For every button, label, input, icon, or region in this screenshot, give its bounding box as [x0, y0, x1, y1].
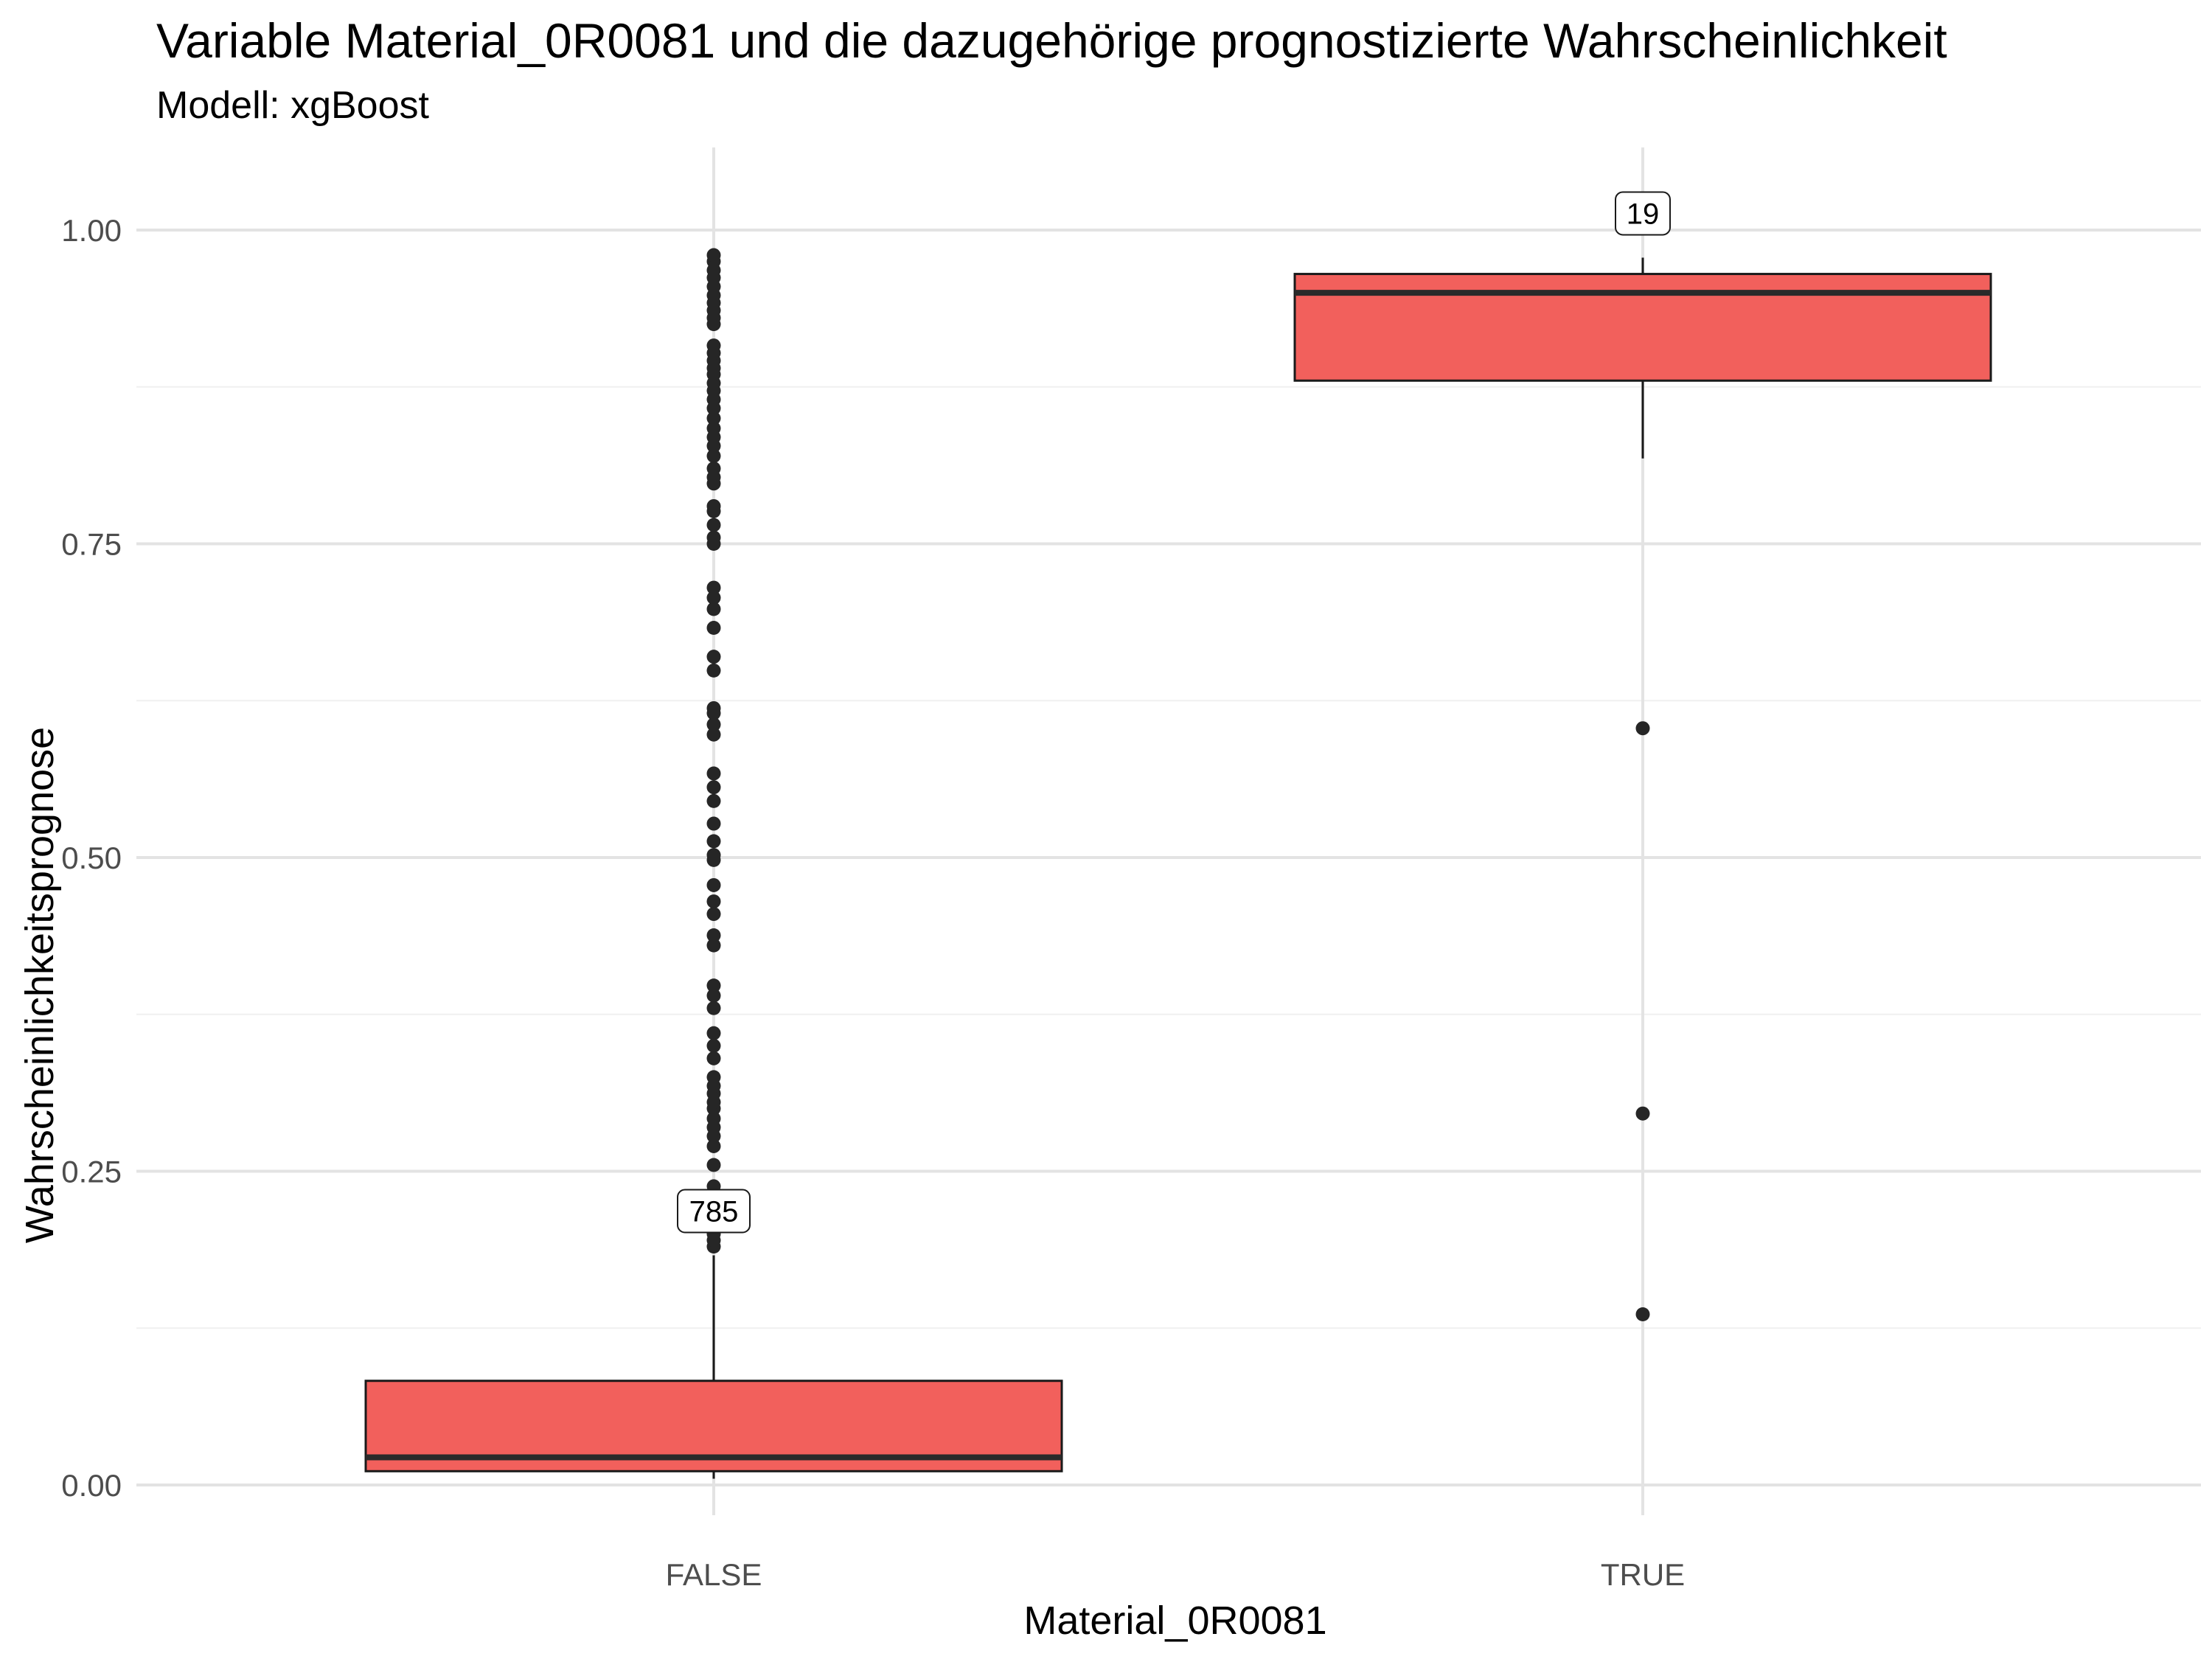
- outlier-point: [706, 848, 721, 863]
- y-tick-label: 0.75: [61, 527, 122, 562]
- outlier-point: [706, 727, 721, 742]
- outlier-point: [706, 1138, 721, 1153]
- outlier-point: [1635, 721, 1650, 736]
- outlier-point: [706, 518, 721, 532]
- count-label-text: 19: [1627, 198, 1660, 230]
- outlier-point: [706, 1158, 721, 1172]
- outlier-point: [706, 580, 721, 595]
- box-true: 19: [1293, 191, 1992, 1322]
- outlier-point: [706, 700, 721, 715]
- outlier-point: [706, 717, 721, 732]
- outlier-point: [706, 894, 721, 909]
- outlier-point: [706, 793, 721, 808]
- box-false: 785: [364, 248, 1063, 1479]
- outlier-point: [706, 816, 721, 831]
- outlier-point: [706, 978, 721, 993]
- outlier-point: [706, 650, 721, 664]
- y-tick-label: 0.00: [61, 1468, 122, 1503]
- outlier-point: [706, 338, 721, 353]
- y-tick-labels: 0.00 0.25 0.50 0.75 1.00: [61, 213, 122, 1503]
- outlier-point: [706, 877, 721, 892]
- outlier-point: [706, 988, 721, 1003]
- outlier-point: [706, 621, 721, 636]
- outlier-point: [1635, 1307, 1650, 1322]
- y-axis-title: Wahrscheinlichkeitsprognose: [18, 727, 62, 1243]
- outlier-point: [706, 938, 721, 953]
- outlier-point: [706, 1111, 721, 1126]
- outlier-point: [706, 1051, 721, 1065]
- outlier-point: [706, 448, 721, 463]
- y-tick-label: 1.00: [61, 213, 122, 248]
- outlier-point: [706, 766, 721, 781]
- x-tick-label: TRUE: [1601, 1557, 1685, 1592]
- chart-title: Variable Material_0R0081 und die dazugeh…: [156, 13, 1947, 68]
- count-label: 785: [677, 1189, 751, 1234]
- outlier-point: [706, 248, 721, 262]
- outlier-point: [706, 1001, 721, 1015]
- chart-subtitle: Modell: xgBoost: [156, 84, 430, 127]
- outlier-point: [706, 780, 721, 795]
- outlier-point: [706, 907, 721, 922]
- count-label: 19: [1615, 191, 1671, 236]
- x-axis-title: Material_0R0081: [1023, 1599, 1326, 1643]
- outlier-point: [706, 591, 721, 605]
- y-tick-label: 0.25: [61, 1155, 122, 1189]
- x-tick-label: FALSE: [666, 1557, 762, 1592]
- outlier-point: [706, 834, 721, 849]
- outlier-point: [1635, 1106, 1650, 1121]
- outlier-point: [706, 1070, 721, 1085]
- outlier-point: [706, 498, 721, 513]
- y-tick-label: 0.50: [61, 841, 122, 875]
- outlier-point: [706, 663, 721, 678]
- outlier-point: [706, 530, 721, 545]
- outlier-point: [706, 411, 721, 425]
- outlier-point: [706, 421, 721, 436]
- outlier-point: [706, 461, 721, 476]
- outlier-point: [706, 602, 721, 616]
- outlier-point: [706, 1038, 721, 1053]
- outlier-point: [706, 928, 721, 943]
- count-label-text: 785: [689, 1196, 739, 1228]
- x-tick-labels: FALSE TRUE: [666, 1557, 1686, 1592]
- boxes: 785 19: [364, 191, 1992, 1479]
- count-label-box: [677, 1189, 751, 1234]
- outlier-point: [706, 1026, 721, 1040]
- count-label-box: [1615, 191, 1671, 236]
